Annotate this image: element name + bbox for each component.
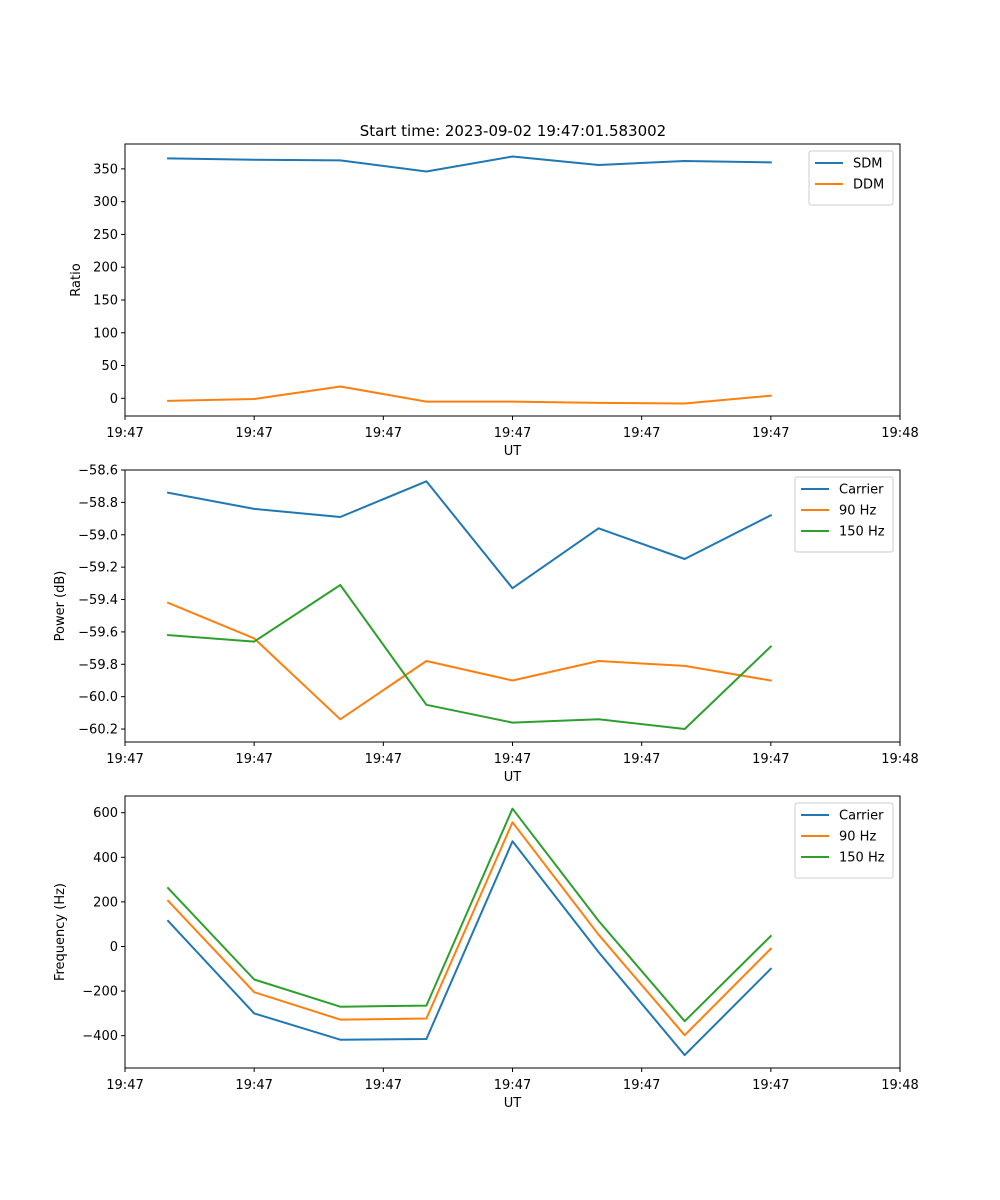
legend-label: 150 Hz <box>839 851 885 866</box>
series-line-ddm <box>167 385 772 405</box>
axes-power: 19:47 19:47 19:47 19:47 19:47 19:47 19:48 −58.6… <box>53 464 919 786</box>
y-tick-label: 200 <box>93 895 118 910</box>
legend-label: 90 Hz <box>839 504 876 519</box>
legend-label: DDM <box>853 178 884 193</box>
x-tick-label: 19:47 <box>106 752 143 767</box>
x-tick-label: 19:47 <box>365 1078 402 1093</box>
y-tick-label: 400 <box>93 851 118 866</box>
x-tick-label: 19:47 <box>623 426 660 441</box>
legend-frame <box>794 476 894 553</box>
y-tick-label: −58.6 <box>78 464 118 479</box>
x-tick-label: 19:47 <box>365 752 402 767</box>
y-tick-label: 150 <box>93 293 118 308</box>
y-tick-label: 250 <box>93 228 118 243</box>
axes-frame <box>124 469 901 743</box>
x-tick-label: 19:47 <box>494 1078 531 1093</box>
x-tick-label: 19:47 <box>623 1078 660 1093</box>
x-tick-label: 19:47 <box>235 1078 272 1093</box>
axes-frame <box>124 143 901 417</box>
y-tick-label: −59.4 <box>78 593 118 608</box>
y-tick-label: −200 <box>82 985 118 1000</box>
x-tick-label: 19:47 <box>752 426 789 441</box>
y-tick-label: −60.0 <box>78 690 118 705</box>
x-tick-label: 19:47 <box>752 1078 789 1093</box>
x-tick-label: 19:47 <box>494 752 531 767</box>
axes-ratio: 19:47 19:47 19:47 19:47 19:47 19:47 19:48 0 50 10… <box>69 143 919 459</box>
y-tick-label: −59.0 <box>78 528 118 543</box>
legend-frame <box>808 150 894 206</box>
y-tick-label: 300 <box>93 195 118 210</box>
y-tick-label: 100 <box>93 326 118 341</box>
x-axis-label: UT <box>504 444 522 459</box>
series-line-90-hz <box>166 601 772 721</box>
y-tick-label: 0 <box>110 940 118 955</box>
legend: Carrier 90 Hz 150 Hz <box>794 802 894 879</box>
series-line-150-hz <box>166 807 773 1023</box>
y-tick-label: 200 <box>93 261 118 276</box>
y-tick-label: −59.2 <box>78 561 118 576</box>
legend-frame <box>794 802 894 879</box>
x-tick-label: 19:48 <box>881 426 918 441</box>
legend-label: SDM <box>853 157 882 172</box>
y-tick-label: 0 <box>110 392 118 407</box>
x-tick-label: 19:47 <box>494 426 531 441</box>
x-tick-label: 19:48 <box>881 752 918 767</box>
y-axis-label: Frequency (Hz) <box>53 883 68 981</box>
series-line-sdm <box>167 155 772 173</box>
legend-label: Carrier <box>839 809 884 824</box>
legend-label: 90 Hz <box>839 830 876 845</box>
legend: SDM DDM <box>808 150 894 206</box>
x-tick-label: 19:47 <box>365 426 402 441</box>
axes-frequency: 19:47 19:47 19:47 19:47 19:47 19:47 19:48 600 40… <box>53 795 919 1111</box>
y-axis-label: Ratio <box>69 263 84 296</box>
x-tick-label: 19:47 <box>752 752 789 767</box>
series-line-carrier <box>166 840 773 1057</box>
series-line-90-hz <box>166 821 773 1037</box>
y-tick-label: −400 <box>82 1029 118 1044</box>
y-tick-label: 350 <box>93 162 118 177</box>
x-tick-label: 19:47 <box>235 752 272 767</box>
y-tick-label: −60.2 <box>78 723 118 738</box>
legend-label: Carrier <box>839 483 884 498</box>
x-tick-label: 19:47 <box>235 426 272 441</box>
y-tick-label: 600 <box>93 806 118 821</box>
series-line-150-hz <box>167 584 773 730</box>
x-tick-label: 19:48 <box>881 1078 918 1093</box>
x-axis-label: UT <box>504 770 522 785</box>
legend: Carrier 90 Hz 150 Hz <box>794 476 894 553</box>
legend-label: 150 Hz <box>839 525 885 540</box>
x-axis-label: UT <box>504 1096 522 1111</box>
chart-title: Start time: 2023-09-02 19:47:01.583002 <box>360 122 666 140</box>
y-tick-label: −59.8 <box>78 658 118 673</box>
x-tick-label: 19:47 <box>623 752 660 767</box>
y-tick-label: −59.6 <box>78 625 118 640</box>
axes-frame <box>124 795 901 1069</box>
x-tick-label: 19:47 <box>106 1078 143 1093</box>
y-axis-label: Power (dB) <box>53 571 68 642</box>
y-tick-label: 50 <box>101 359 118 374</box>
series-line-carrier <box>166 480 773 590</box>
x-tick-label: 19:47 <box>106 426 143 441</box>
y-tick-label: −58.8 <box>78 496 118 511</box>
